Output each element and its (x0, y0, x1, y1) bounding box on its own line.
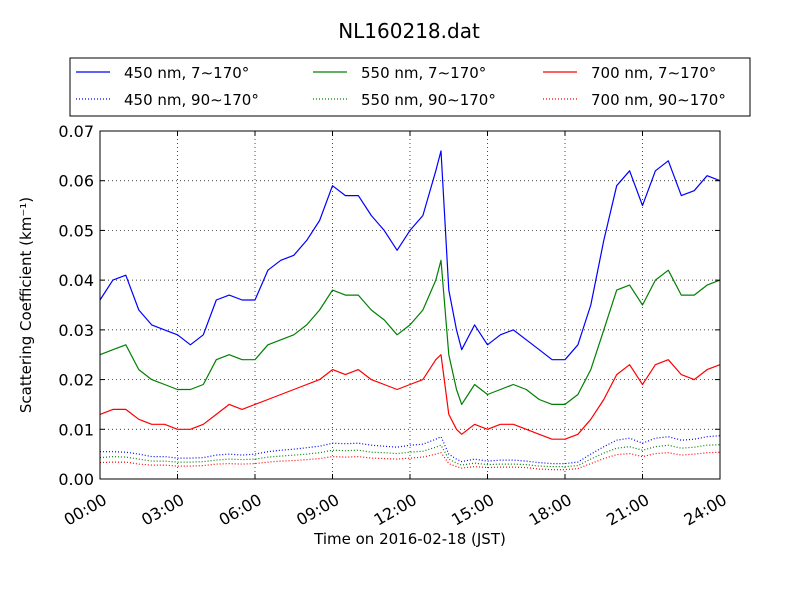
legend-box (69, 57, 751, 117)
legend-label-0: 450 nm, 7∼170° (124, 64, 249, 82)
y-tick-label: 0.06 (58, 172, 94, 191)
x-tick-label: 00:00 (61, 490, 110, 530)
series-line-1 (99, 259, 721, 405)
x-axis-label: Time on 2016-02-18 (JST) (313, 530, 506, 548)
series-line-3 (100, 435, 721, 465)
y-tick-label: 0.05 (58, 221, 94, 240)
y-tick-label: 0.04 (58, 271, 94, 290)
x-tick-label: 06:00 (216, 490, 265, 530)
y-tick-label: 0.01 (58, 420, 94, 439)
grid-lines (100, 131, 720, 479)
x-tick-label: 09:00 (293, 490, 342, 530)
y-tick-label: 0.07 (58, 122, 94, 141)
series-line-0 (99, 150, 721, 361)
plot-area (99, 150, 721, 471)
x-tick-label: 15:00 (448, 490, 497, 530)
legend: 450 nm, 7∼170° 550 nm, 7∼170° 700 nm, 7∼17… (69, 57, 751, 117)
x-tick-label: 03:00 (138, 490, 187, 530)
legend-label-1: 550 nm, 7∼170° (361, 64, 486, 82)
y-axis-label: Scattering Coefficient (km⁻¹) (17, 197, 35, 413)
x-tick-label: 24:00 (681, 490, 730, 530)
chart-title: NL160218.dat (338, 19, 480, 43)
axis-ticks: 00:00 03:00 06:00 09:00 12:00 15:00 18:00 21:00… (58, 122, 730, 530)
x-tick-label: 21:00 (603, 490, 652, 530)
series-line-5 (99, 451, 721, 471)
x-tick-label: 18:00 (526, 490, 575, 530)
series-line-2 (99, 354, 721, 440)
series-line-4 (99, 444, 721, 468)
x-tick-label: 12:00 (371, 490, 420, 530)
y-tick-label: 0.02 (58, 371, 94, 390)
legend-label-5: 700 nm, 90∼170° (591, 91, 726, 109)
legend-label-4: 550 nm, 90∼170° (361, 91, 496, 109)
legend-label-2: 700 nm, 7∼170° (591, 64, 716, 82)
y-tick-label: 0.00 (58, 470, 94, 489)
legend-label-3: 450 nm, 90∼170° (124, 91, 259, 109)
y-tick-label: 0.03 (58, 321, 94, 340)
